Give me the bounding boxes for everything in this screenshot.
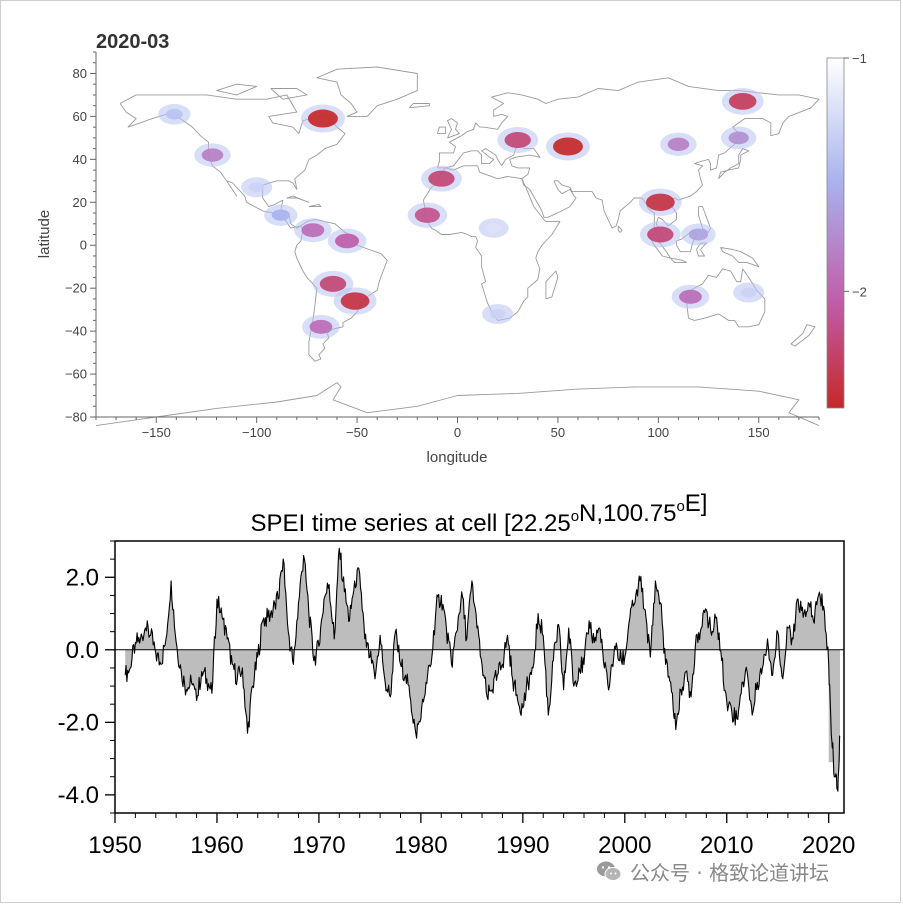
map-title: 2020-03 (96, 31, 169, 53)
ts-y-tick-label: -4.0 (58, 782, 99, 809)
coastline-segment (790, 324, 816, 347)
drought-cell (552, 137, 583, 156)
coastline-segment (286, 195, 310, 203)
colorbar-tick-label: −2 (852, 284, 867, 299)
drought-map-panel: 2020-03 −150 −100 −50 0 50 100 150 80 60 40 20 0 −20… (36, 31, 867, 466)
timeseries-axes: 1950 1960 1970 1980 1990 2000 2010 2020 2.0 0.0 -2… (58, 540, 855, 859)
ts-x-tick-label: 1980 (394, 832, 447, 859)
drought-cell (201, 148, 224, 162)
ts-x-tick-label: 2010 (700, 832, 753, 859)
map-x-tick-label: 0 (454, 425, 461, 440)
map-x-axis-label: longitude (427, 449, 488, 466)
drought-cell (307, 109, 338, 128)
drought-cell (319, 275, 347, 292)
ts-y-tick-label: 2.0 (66, 564, 99, 591)
colorbar-ticks: −1 −2 (844, 51, 867, 299)
coastline-segment (617, 225, 623, 233)
ts-y-tick-label: -2.0 (58, 709, 99, 736)
drought-cell (679, 289, 702, 304)
ts-x-tick-label: 1950 (88, 832, 141, 859)
drought-cell (667, 137, 690, 151)
drought-cell (504, 132, 531, 149)
coastline-segment (720, 246, 760, 268)
coastline-segment (422, 165, 561, 321)
drought-cell (335, 233, 360, 249)
map-y-axis-label: latitude (36, 210, 53, 258)
map-x-tick-label: 150 (748, 425, 770, 440)
coastline-segment (308, 203, 322, 208)
drought-cell (728, 93, 757, 110)
colorbar-tick-label: −1 (852, 51, 867, 66)
spei-line (124, 547, 841, 792)
drought-cell (414, 207, 440, 223)
drought-cell (271, 209, 290, 221)
map-y-tick-label: 40 (73, 152, 87, 167)
map-x-tick-label: −50 (346, 425, 368, 440)
drought-cell (340, 292, 370, 310)
ts-x-tick-label: 1960 (190, 832, 243, 859)
coastline-segment (436, 77, 820, 242)
spei-recent-bar (828, 649, 840, 763)
wechat-icon (597, 861, 622, 881)
spei-series (115, 547, 844, 792)
map-y-tick-label: −40 (65, 324, 87, 339)
drought-cell (740, 287, 757, 298)
map-y-tick-label: −20 (65, 281, 87, 296)
drought-cells (158, 88, 765, 339)
coastline-segment (408, 103, 430, 109)
timeseries-title: SPEI time series at cell [22.25oN,100.75… (251, 490, 708, 537)
drought-cell (165, 108, 183, 120)
drought-cell (645, 193, 675, 211)
coastline-segment (95, 382, 820, 427)
drought-cell (428, 170, 455, 187)
map-x-tick-label: −100 (242, 425, 271, 440)
drought-cell (309, 319, 333, 334)
drought-cell (301, 223, 325, 238)
coastline-segment (119, 94, 346, 229)
map-x-tick-label: −150 (142, 425, 171, 440)
ts-y-tick-label: 0.0 (66, 637, 99, 664)
ts-x-tick-label: 2020 (802, 832, 855, 859)
coastline-segment (216, 83, 258, 96)
drought-cell (486, 223, 501, 233)
drought-cell (647, 226, 674, 243)
map-x-tick-label: 100 (647, 425, 669, 440)
map-x-tick-label: 50 (551, 425, 565, 440)
map-y-tick-label: −60 (65, 367, 87, 382)
map-y-tick-label: 60 (73, 109, 87, 124)
coastline-segment (447, 118, 460, 139)
coastline-segment (686, 268, 766, 328)
map-y-tick-label: 80 (73, 66, 87, 81)
coastline-segment (270, 88, 308, 100)
map-y-tick-label: 0 (80, 238, 87, 253)
watermark-text: 公众号 · 格致论道讲坛 (630, 860, 830, 885)
colorbar (826, 57, 845, 409)
map-axes: −150 −100 −50 0 50 100 150 80 60 40 20 0 −20 −40 −60 −8… (65, 51, 820, 440)
drought-cell (728, 131, 749, 145)
coastline-segment (316, 66, 418, 117)
coastline-segment (670, 257, 687, 263)
drought-cell (688, 228, 709, 241)
map-y-tick-label: 20 (73, 195, 87, 210)
drought-cell (489, 308, 506, 319)
ts-x-tick-label: 1990 (496, 832, 549, 859)
map-y-tick-label: −80 (65, 410, 87, 425)
drought-cell (248, 182, 265, 193)
ts-x-tick-label: 2000 (598, 832, 651, 859)
coastline-segment (718, 148, 750, 180)
watermark: 公众号 · 格致论道讲坛 (596, 854, 829, 888)
coastline-segment (545, 270, 559, 300)
coastline-segment (436, 126, 446, 135)
ts-x-tick-label: 1970 (292, 832, 345, 859)
